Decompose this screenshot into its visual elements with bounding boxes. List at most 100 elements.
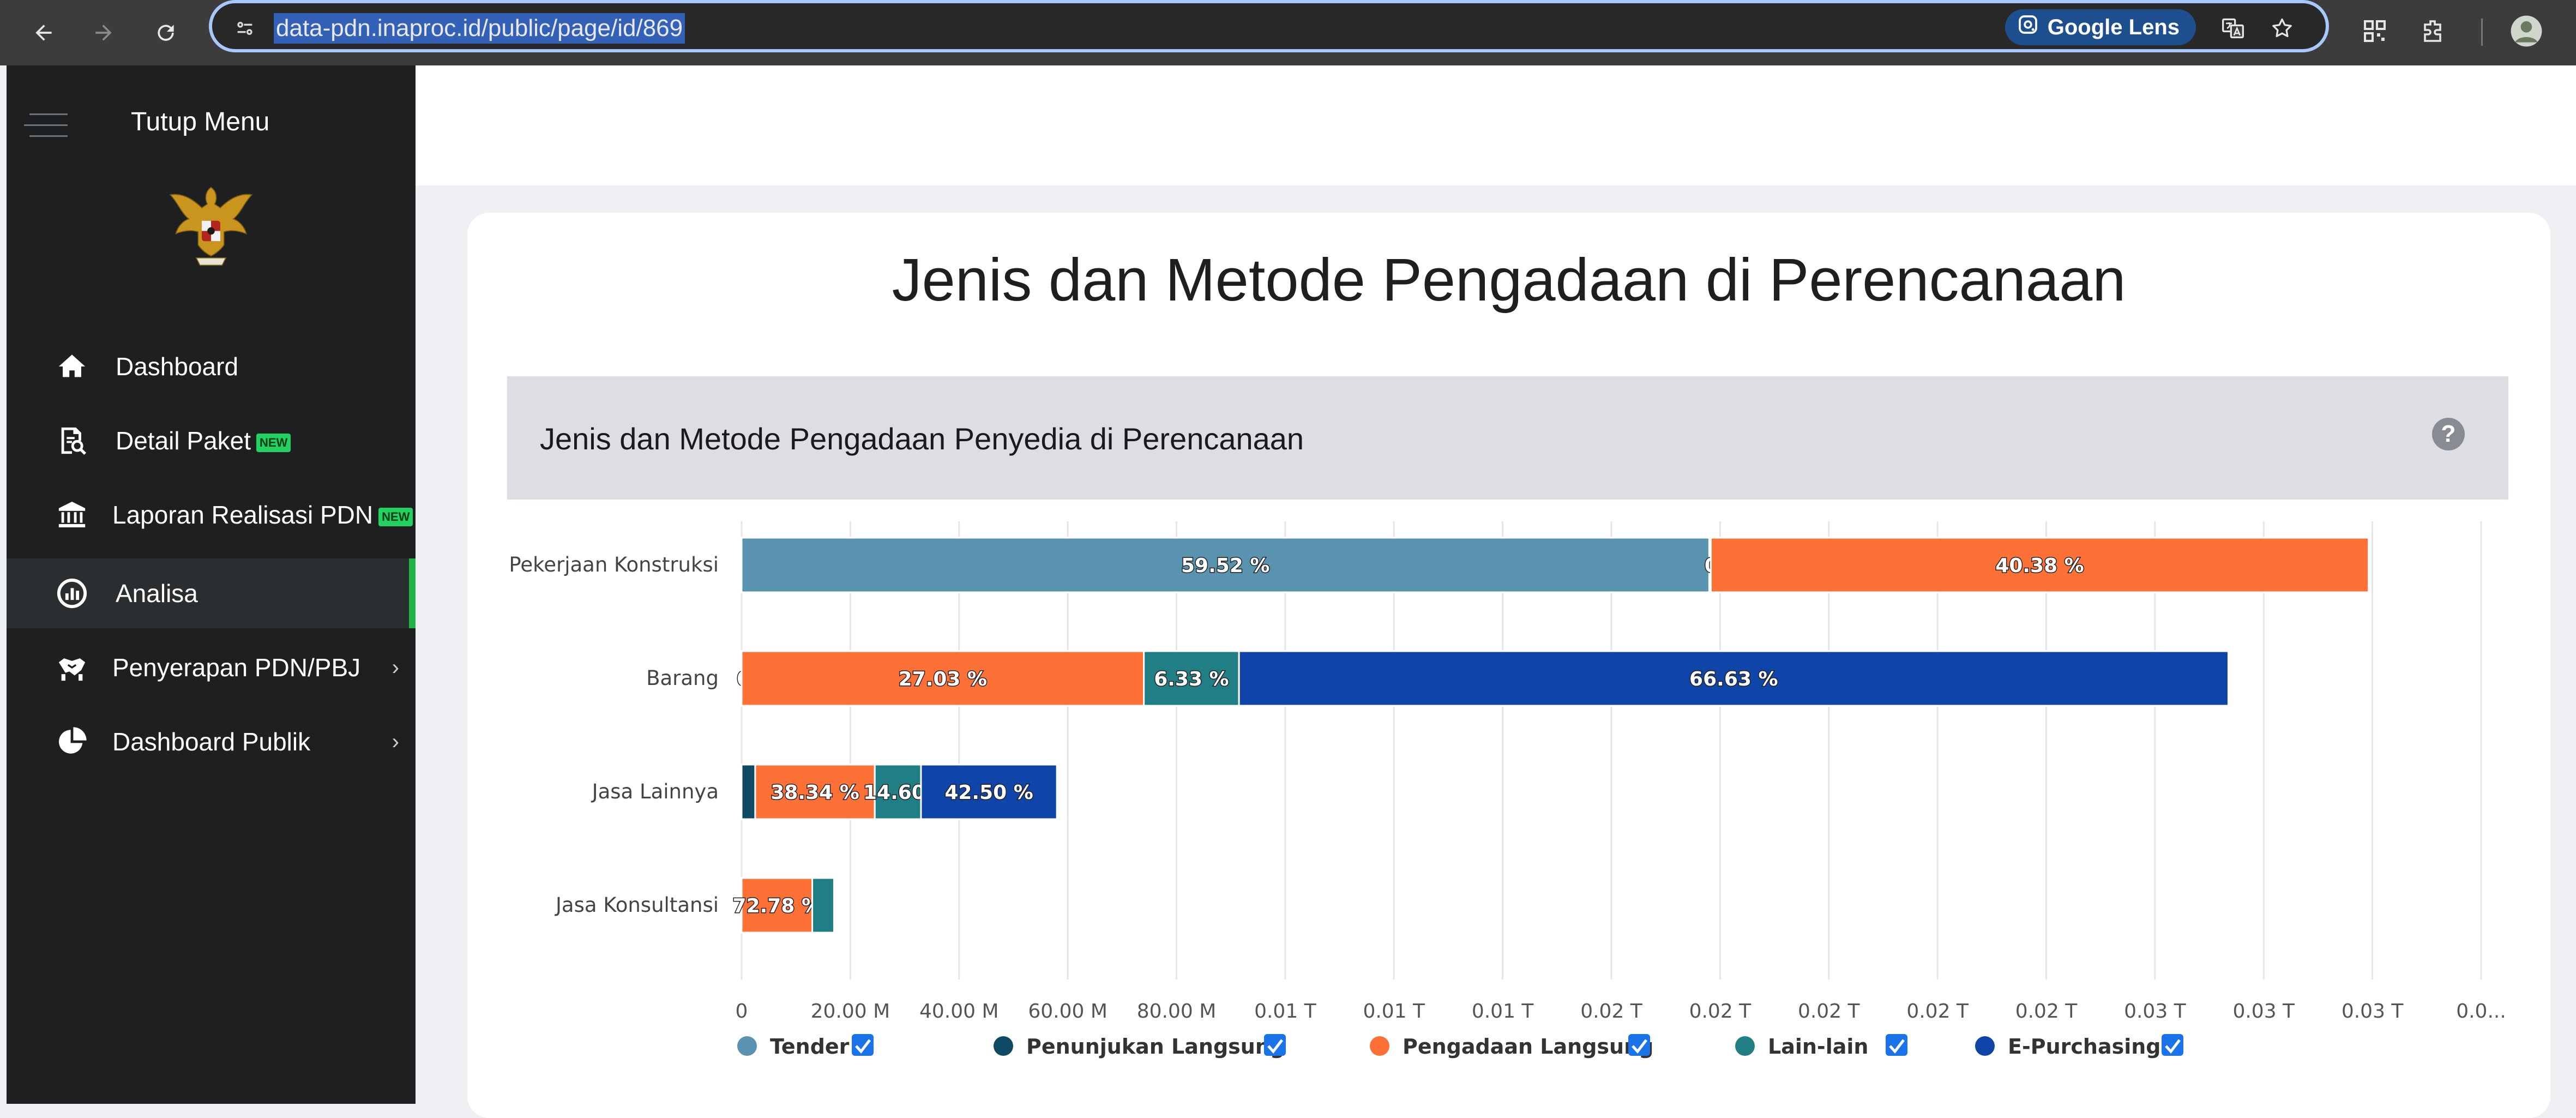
forward-arrow-icon[interactable] [81,10,127,56]
bar-segment[interactable] [741,650,1145,707]
bar-segment[interactable] [1710,537,2370,593]
bar-segment[interactable] [754,764,876,820]
x-tick-label: 0.01 T [1363,1000,1425,1023]
new-badge: NEW [378,507,413,526]
x-tick-label: 80.00 M [1137,1000,1217,1023]
sidebar-item-penyerapan[interactable]: Penyerapan PDN/PBJ › [7,633,416,702]
data-label: 66.63 % [1689,668,1778,690]
home-icon [55,349,89,384]
qr-code-icon[interactable] [2357,13,2393,49]
legend-marker[interactable] [1735,1036,1755,1056]
sidebar-item-dashboard[interactable]: Dashboard [7,332,416,401]
sidebar-item-label: Penyerapan PDN/PBJ [112,653,361,682]
legend-checkbox[interactable] [1886,1034,1907,1056]
data-label: 59.52 % [1181,555,1269,577]
bar-segment[interactable] [1143,650,1240,707]
data-label: 6.33 % [1154,668,1229,690]
x-tick-label: 0.02 T [2015,1000,2078,1023]
checkmark-icon [1267,1039,1283,1054]
category-label: Jasa Lainnya [591,780,719,803]
legend-marker[interactable] [737,1036,757,1056]
bookmark-star-icon[interactable] [2266,12,2298,45]
analytics-icon [55,576,89,611]
toolbar-divider [2481,19,2483,46]
x-tick-label: 0.02 T [1798,1000,1861,1023]
bar-segment[interactable] [741,877,814,934]
lens-label: Google Lens [2047,15,2180,39]
bar-segment[interactable] [874,764,922,820]
chart-panel: Jenis dan Metode Pengadaan Penyedia di P… [507,376,2508,1104]
address-bar[interactable]: data-pdn.inaproc.id/public/page/id/869 G… [209,0,2329,52]
menu-toggle-icon[interactable] [24,109,73,142]
x-tick-label: 0.02 T [1689,1000,1752,1023]
legend-checkbox[interactable] [1628,1034,1650,1056]
x-tick-label: 0.0... [2456,1000,2506,1023]
menu-toggle-label[interactable]: Tutup Menu [131,107,270,136]
bank-icon [55,497,89,532]
category-label: Pekerjaan Konstruksi [509,553,719,576]
x-tick-label: 0.02 T [1580,1000,1643,1023]
data-label: 42.50 % [944,782,1033,804]
chevron-right-icon: › [392,655,399,680]
x-tick-label: 0.01 T [1472,1000,1534,1023]
legend-marker[interactable] [994,1036,1013,1056]
checkmark-icon [855,1039,871,1054]
x-tick-label: 0.01 T [1254,1000,1317,1023]
x-tick-label: 60.00 M [1028,1000,1108,1023]
legend-label[interactable]: Lain-lain [1768,1035,1868,1059]
checkmark-icon [1889,1039,1905,1054]
sidebar-item-label: Detail Paket NEW [116,426,291,455]
x-tick-label: 20.00 M [811,1000,890,1023]
sidebar-item-detail-paket[interactable]: Detail Paket NEW [7,406,416,476]
x-tick-label: 0.02 T [1906,1000,1969,1023]
bar-segment[interactable] [741,764,756,820]
search-document-icon [55,423,89,458]
lens-icon [2017,14,2039,41]
stacked-bar-chart: 0 20.00 M 40.00 M 60.00 M 80.00 M 0.01 T 0.01 … [509,521,2506,1059]
data-label: 27.03 % [899,668,987,690]
x-tick-label: 0.03 T [2342,1000,2404,1023]
legend-marker[interactable] [1370,1036,1389,1056]
bar-segment[interactable] [741,537,1710,593]
help-icon[interactable]: ? [2432,418,2465,450]
profile-avatar-icon[interactable] [2508,13,2544,49]
category-label: Jasa Konsultansi [555,893,719,917]
bar-segment[interactable] [1238,650,2229,707]
panel-title: Jenis dan Metode Pengadaan Penyedia di P… [540,422,1304,456]
sidebar-item-analisa[interactable]: Analisa [7,558,416,628]
bar-segment[interactable] [920,764,1058,820]
x-tick-label: 40.00 M [919,1000,999,1023]
legend-label[interactable]: Pengadaan Langsung [1403,1035,1653,1059]
reload-icon[interactable] [143,10,189,56]
site-settings-icon[interactable] [228,13,261,44]
bar-segment[interactable] [811,877,835,934]
extensions-icon[interactable] [2416,13,2452,49]
x-tick-label: 0.03 T [2124,1000,2187,1023]
back-arrow-icon[interactable] [21,10,67,56]
legend-checkbox[interactable] [1264,1034,1286,1056]
url-text[interactable]: data-pdn.inaproc.id/public/page/id/869 [274,13,685,44]
panel-header: Jenis dan Metode Pengadaan Penyedia di P… [507,376,2508,500]
browser-toolbar: data-pdn.inaproc.id/public/page/id/869 G… [0,0,2576,65]
chevron-right-icon: › [392,729,399,754]
legend-marker[interactable] [1975,1036,1995,1056]
sidebar-item-dashboard-publik[interactable]: Dashboard Publik › [7,707,416,777]
legend-label[interactable]: Tender [770,1035,850,1059]
sidebar: Tutup Menu Dashboard Detail Paket NEW Lap… [7,65,416,1104]
google-lens-button[interactable]: Google Lens [2005,9,2196,45]
sidebar-item-label: Analisa [116,579,198,608]
legend-checkbox[interactable] [2162,1034,2183,1056]
category-label: Barang [646,666,719,690]
legend-checkbox[interactable] [852,1034,874,1056]
page-title: Jenis dan Metode Pengadaan di Perencanaa… [892,247,2126,314]
sidebar-item-label: Laporan Realisasi PDN NEW [112,500,413,530]
legend-label[interactable]: Penunjukan Langsung [1026,1035,1285,1059]
sidebar-item-laporan-realisasi[interactable]: Laporan Realisasi PDN NEW [7,480,416,550]
garuda-emblem-logo [165,180,257,273]
top-header [416,65,2576,185]
checkmark-icon [2165,1039,2181,1054]
translate-icon[interactable] [2217,12,2249,45]
x-tick-label: 0 [736,1000,748,1023]
legend-label[interactable]: E-Purchasing [2008,1035,2161,1059]
sidebar-item-label: Dashboard [116,352,239,381]
